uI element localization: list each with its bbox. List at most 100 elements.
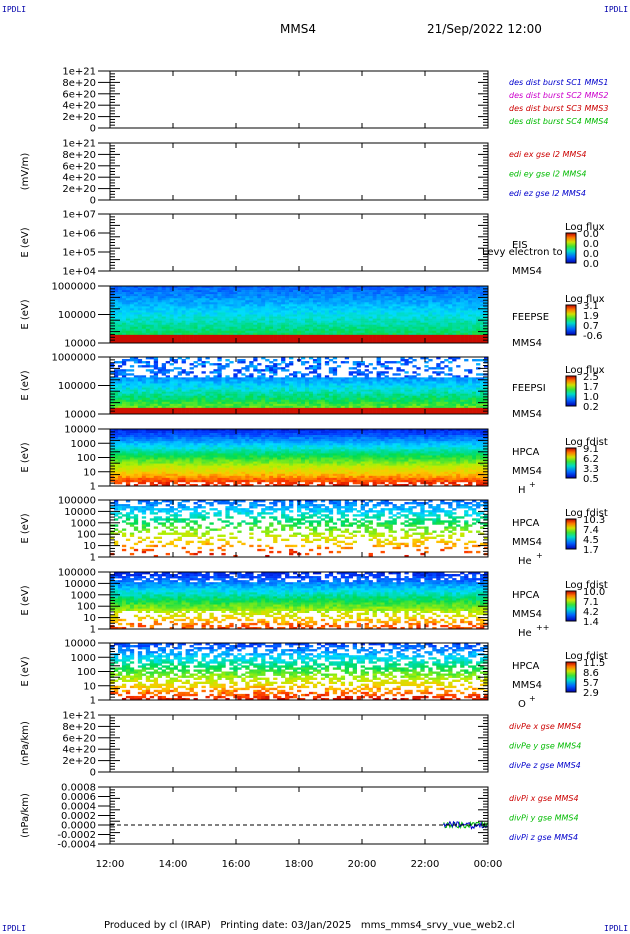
spectrogram-cell: [113, 320, 119, 323]
spectrogram-cell: [364, 377, 369, 380]
spectrogram-cell: [257, 385, 262, 388]
spectrogram-cell: [181, 306, 186, 309]
spectrogram-cell: [201, 334, 206, 338]
spectrogram-cell: [129, 336, 135, 340]
spectrogram-cell: [404, 397, 409, 401]
spectrogram-cell: [360, 395, 365, 399]
spectrogram-cell: [300, 357, 306, 360]
spectrogram-cell: [372, 288, 377, 291]
spectrogram-cell: [193, 302, 198, 305]
spectrogram-cell: [360, 314, 365, 317]
spectrogram-cell: [277, 401, 282, 405]
spectrogram-cell: [173, 385, 178, 388]
spectrogram-cell: [376, 312, 381, 315]
spectrogram-cell: [189, 367, 194, 370]
spectrogram-cell: [297, 308, 302, 311]
spectrogram-cell: [225, 300, 230, 303]
spectrogram-cell: [372, 306, 377, 309]
spectrogram-cell: [452, 340, 457, 344]
spectrogram-cell: [269, 308, 274, 311]
spectrogram-cell: [388, 318, 393, 321]
spectrogram-cell: [137, 310, 143, 313]
spectrogram-cell: [348, 409, 354, 413]
spectrogram-cell: [392, 288, 397, 291]
spectrogram-cell: [233, 300, 238, 303]
spectrogram-cell: [428, 296, 433, 299]
spectrogram-cell: [348, 379, 354, 382]
spectrogram-cell: [281, 399, 286, 403]
y-axis-label: (mV/m): [20, 153, 31, 191]
spectrogram-cell: [400, 399, 405, 403]
colorbar-tick-label: 0.7: [583, 321, 599, 332]
spectrogram-cell: [332, 367, 338, 370]
spectrogram-cell: [456, 395, 461, 399]
spectrogram-cell: [336, 308, 342, 311]
spectrogram-cell: [265, 377, 270, 380]
spectrogram-cell: [265, 290, 270, 293]
spectrogram-cell: [408, 401, 413, 405]
spectrogram-cell: [265, 314, 270, 317]
spectrogram-cell: [328, 296, 334, 299]
spectrogram-cell: [352, 296, 357, 299]
spectrogram-cell: [388, 409, 393, 413]
spectrogram-cell: [344, 399, 350, 403]
spectrogram-cell: [312, 369, 318, 372]
spectrogram-cell: [241, 395, 246, 399]
spectrogram-cell: [404, 328, 409, 332]
spectrogram-cell: [392, 308, 397, 311]
spectrogram-cell: [169, 292, 174, 295]
spectrogram-cell: [157, 369, 163, 372]
spectrogram-cell: [336, 393, 342, 396]
spectrogram-cell: [233, 302, 238, 305]
spectrogram-cell: [348, 381, 354, 384]
spectrogram-cell: [110, 391, 115, 394]
spectrogram-cell: [352, 298, 357, 301]
spectrogram-cell: [352, 336, 357, 340]
spectrogram-cell: [129, 294, 135, 297]
spectrogram-cell: [249, 330, 254, 334]
spectrogram-cell: [157, 330, 163, 334]
spectrogram-cell: [289, 304, 294, 307]
spectrogram-cell: [384, 320, 389, 323]
spectrogram-cell: [297, 328, 302, 332]
spectrogram-cell: [197, 322, 202, 325]
spectrogram-cell: [452, 377, 457, 380]
spectrogram-cell: [125, 326, 131, 330]
spectrogram-cell: [468, 401, 473, 405]
spectrogram-cell: [368, 389, 373, 392]
spectrogram-cell: [213, 304, 218, 307]
spectrogram-cell: [468, 328, 473, 332]
spectrogram-cell: [249, 395, 254, 399]
colorbar-tick-label: -0.6: [583, 331, 603, 342]
spectrogram-cell: [185, 395, 190, 399]
spectrogram-cell: [444, 288, 449, 291]
spectrogram-cell: [400, 288, 405, 291]
spectrogram-cell: [149, 411, 155, 415]
spectrogram-cell: [173, 322, 178, 325]
spectrogram-cell: [340, 385, 346, 388]
spectrogram-cell: [113, 288, 119, 291]
spectrogram-cell: [289, 292, 294, 295]
spectrogram-cell: [289, 298, 294, 301]
spectrogram-cell: [213, 288, 218, 291]
spectrogram-cell: [193, 385, 198, 388]
spectrogram-cell: [137, 290, 143, 293]
spectrogram-cell: [289, 363, 294, 366]
spectrogram-cell: [360, 403, 365, 407]
spectrogram-cell: [324, 377, 330, 380]
spectrogram-cell: [412, 397, 417, 401]
spectrogram-cell: [189, 332, 194, 336]
spectrogram-cell: [253, 292, 258, 295]
spectrogram-cell: [432, 334, 437, 338]
spectrogram-cell: [125, 322, 131, 325]
spectrogram-cell: [304, 409, 310, 413]
spectrogram-cell: [340, 409, 346, 413]
spectrogram-cell: [229, 290, 234, 293]
spectrogram-cell: [420, 399, 425, 403]
spectrogram-cell: [472, 324, 477, 328]
spectrogram-cell: [205, 409, 210, 413]
spectrogram-cell: [340, 292, 346, 295]
spectrogram-cell: [245, 403, 250, 407]
spectrogram-cell: [169, 411, 174, 415]
spectrogram-cell: [464, 385, 469, 388]
